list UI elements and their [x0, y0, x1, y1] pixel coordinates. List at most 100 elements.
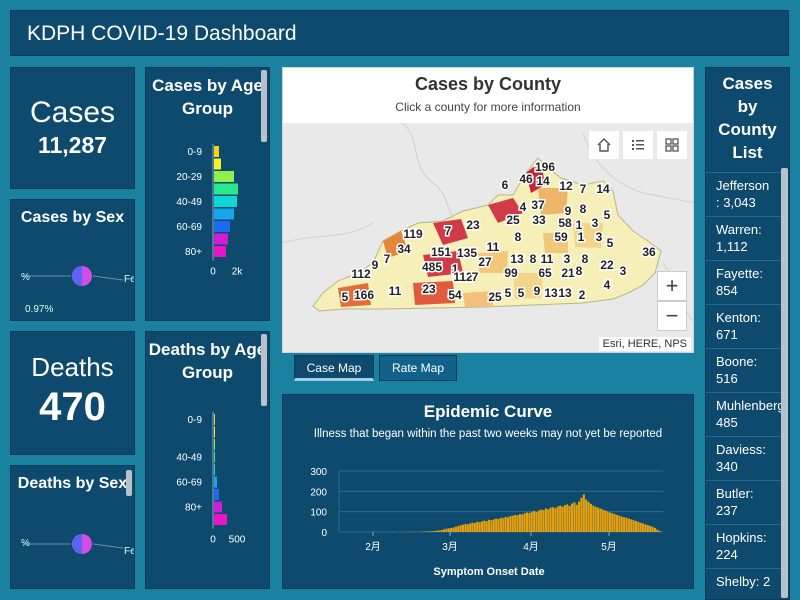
- county-case-label[interactable]: 23: [465, 217, 482, 234]
- curve-bar[interactable]: [447, 528, 450, 532]
- cases-age-bar[interactable]: [214, 233, 228, 245]
- curve-bar[interactable]: [642, 523, 645, 532]
- county-case-label[interactable]: 5: [516, 285, 526, 302]
- county-case-label[interactable]: 99: [503, 265, 520, 282]
- curve-bar[interactable]: [604, 510, 607, 532]
- county-case-label[interactable]: 5: [503, 285, 513, 302]
- curve-bar[interactable]: [594, 506, 597, 532]
- county-case-label[interactable]: 36: [641, 244, 658, 261]
- curve-bar[interactable]: [483, 520, 486, 532]
- curve-bar[interactable]: [457, 525, 460, 532]
- curve-bar[interactable]: [431, 531, 434, 532]
- cases-age-chart[interactable]: 0-9 20-29 40-49 60-69 80+ 0 2k: [146, 142, 270, 321]
- curve-bar[interactable]: [639, 522, 642, 532]
- county-case-label[interactable]: 11: [539, 251, 555, 268]
- county-case-label[interactable]: 11: [485, 239, 501, 256]
- basemap-gallery-button[interactable]: [657, 131, 687, 159]
- county-list-item[interactable]: Boone: 516: [706, 348, 782, 392]
- curve-bar[interactable]: [518, 514, 521, 532]
- curve-bar[interactable]: [575, 504, 578, 532]
- curve-bar[interactable]: [653, 527, 656, 532]
- deaths-by-sex-pie[interactable]: [11, 506, 135, 586]
- curve-bar[interactable]: [563, 505, 566, 532]
- curve-bar[interactable]: [559, 505, 562, 532]
- county-case-label[interactable]: 5: [605, 235, 615, 252]
- county-case-label[interactable]: 12: [558, 178, 575, 195]
- curve-bar[interactable]: [601, 509, 604, 532]
- curve-bar[interactable]: [440, 529, 443, 532]
- county-case-label[interactable]: 58: [557, 215, 574, 232]
- curve-bar[interactable]: [611, 513, 614, 532]
- county-list-item[interactable]: Fayette: 854: [706, 260, 782, 304]
- cases-age-bar[interactable]: [214, 183, 238, 195]
- deaths-age-bar[interactable]: [214, 476, 217, 488]
- county-case-label[interactable]: 8: [528, 251, 538, 268]
- curve-bar[interactable]: [630, 519, 633, 532]
- county-list-item[interactable]: Butler: 237: [706, 480, 782, 524]
- curve-bar[interactable]: [540, 509, 543, 532]
- curve-bar[interactable]: [542, 510, 545, 532]
- curve-bar[interactable]: [644, 524, 647, 532]
- county-case-label[interactable]: 13: [543, 285, 560, 302]
- curve-bar[interactable]: [589, 503, 592, 532]
- cases-age-bar[interactable]: [214, 146, 219, 157]
- epidemic-curve-chart[interactable]: 0 100 200 300 2月 3月 4月 5月: [283, 459, 694, 589]
- county-case-label[interactable]: 9: [532, 283, 542, 300]
- county-case-label[interactable]: 14: [595, 181, 612, 198]
- curve-bar[interactable]: [459, 525, 462, 532]
- county-case-label[interactable]: 5: [602, 207, 612, 224]
- curve-bar[interactable]: [438, 530, 441, 532]
- county-case-label[interactable]: 7: [470, 269, 480, 286]
- curve-bar[interactable]: [656, 529, 659, 532]
- cases-age-scrollbar[interactable]: [261, 70, 267, 142]
- curve-bar[interactable]: [478, 522, 481, 532]
- county-case-label[interactable]: 119: [402, 226, 425, 243]
- curve-bar[interactable]: [615, 514, 619, 532]
- county-case-label[interactable]: 54: [447, 287, 464, 304]
- curve-bar[interactable]: [433, 530, 436, 532]
- curve-bar[interactable]: [544, 508, 547, 532]
- curve-bar[interactable]: [443, 529, 446, 532]
- county-list-item[interactable]: Muhlenberg: 485: [706, 392, 782, 436]
- curve-bar[interactable]: [530, 511, 533, 532]
- county-case-label[interactable]: 135: [455, 245, 478, 262]
- curve-bar[interactable]: [625, 517, 628, 532]
- county-case-label[interactable]: 21: [560, 265, 577, 282]
- county-case-label[interactable]: 65: [537, 265, 554, 282]
- curve-bar[interactable]: [450, 527, 453, 532]
- curve-bar[interactable]: [499, 517, 502, 532]
- county-case-label[interactable]: 3: [594, 229, 604, 246]
- curve-bar[interactable]: [480, 521, 484, 532]
- deaths-age-bar[interactable]: [214, 439, 215, 450]
- county-case-label[interactable]: 14: [535, 173, 552, 190]
- county-list-item[interactable]: Warren: 1,112: [706, 216, 782, 260]
- county-case-label[interactable]: 7: [382, 251, 392, 268]
- county-case-label[interactable]: 4: [518, 199, 528, 216]
- county-case-label[interactable]: 46: [518, 171, 535, 188]
- curve-bar[interactable]: [570, 503, 574, 532]
- curve-bar[interactable]: [547, 509, 550, 532]
- curve-bar[interactable]: [585, 499, 588, 532]
- curve-bar[interactable]: [521, 514, 524, 532]
- curve-bar[interactable]: [516, 515, 519, 532]
- curve-bar[interactable]: [525, 512, 529, 532]
- curve-bar[interactable]: [587, 501, 590, 532]
- county-case-label[interactable]: 27: [477, 254, 494, 271]
- legend-button[interactable]: [623, 131, 653, 159]
- county-case-label[interactable]: 23: [421, 281, 438, 298]
- county-case-label[interactable]: 6: [500, 177, 510, 194]
- curve-bar[interactable]: [651, 526, 654, 532]
- cases-age-bar[interactable]: [214, 246, 226, 257]
- curve-bar[interactable]: [552, 507, 555, 532]
- county-case-label[interactable]: 34: [396, 241, 413, 258]
- curve-bar[interactable]: [613, 514, 616, 532]
- tab-rate-map[interactable]: Rate Map: [379, 355, 457, 381]
- curve-bar[interactable]: [549, 507, 552, 532]
- cases-by-sex-pie[interactable]: [11, 240, 135, 320]
- curve-bar[interactable]: [623, 517, 626, 532]
- county-case-label[interactable]: 112: [350, 266, 373, 283]
- curve-bar[interactable]: [473, 523, 476, 532]
- county-case-label[interactable]: 25: [505, 212, 522, 229]
- curve-bar[interactable]: [435, 530, 438, 532]
- kentucky-shape[interactable]: [312, 157, 662, 312]
